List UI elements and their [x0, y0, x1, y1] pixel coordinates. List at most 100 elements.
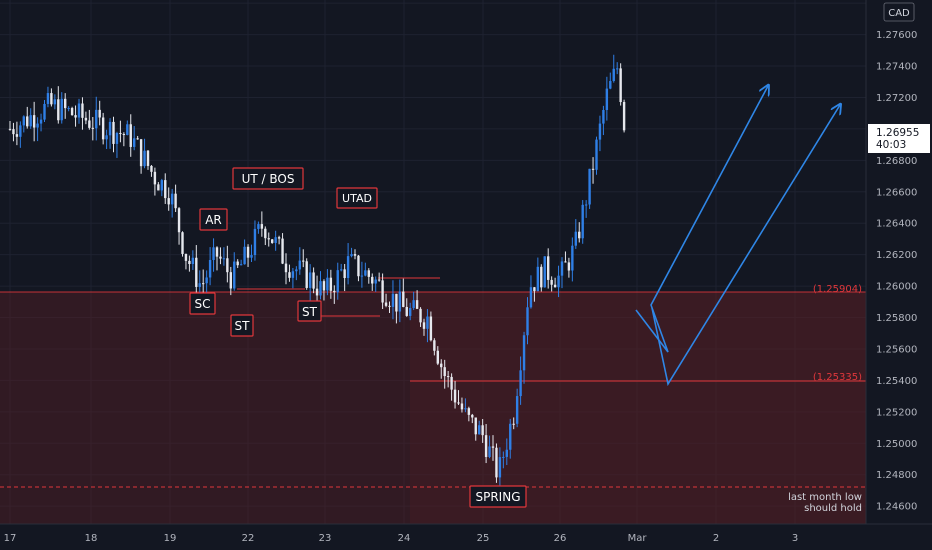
time-tick-label: 19 [164, 533, 177, 544]
candle-body [560, 261, 564, 276]
candle-body [160, 180, 163, 191]
candle-body [115, 133, 119, 144]
svg-text:UT / BOS: UT / BOS [242, 172, 295, 186]
candle-body [215, 247, 219, 257]
candle-body [122, 133, 126, 135]
candle-body [281, 238, 284, 264]
candle-body [260, 224, 264, 229]
candle-body [74, 115, 77, 118]
candle-body [119, 133, 122, 135]
candle-body [605, 88, 609, 111]
candle-body [177, 208, 181, 233]
candle-body [522, 335, 526, 371]
time-axis-panel[interactable] [0, 524, 866, 550]
time-tick-label: 23 [319, 533, 332, 544]
candle-body [153, 171, 157, 185]
candle-body [129, 124, 132, 147]
candle-body [64, 98, 67, 109]
candle-body [505, 449, 508, 457]
candle-body [302, 260, 305, 262]
candle-body [591, 168, 595, 170]
time-tick-label: 18 [85, 533, 98, 544]
candle-body [360, 275, 364, 277]
candle-body [619, 68, 622, 103]
level-label-1: (1.25904) [813, 284, 862, 295]
candle-body [157, 184, 160, 191]
candle-body [419, 308, 422, 323]
candle-body [219, 256, 222, 259]
time-tick-label: 26 [554, 533, 567, 544]
candle-body [188, 260, 191, 265]
time-tick-label: 22 [242, 533, 255, 544]
candle-body [322, 281, 326, 291]
candle-body [429, 316, 433, 341]
note-line-1: last month low [788, 492, 862, 503]
candle-body [353, 254, 357, 256]
candle-body [529, 287, 533, 308]
candle-body [15, 134, 19, 137]
time-tick-label: 25 [477, 533, 490, 544]
price-tick-label: 1.24600 [876, 502, 917, 513]
price-tick-label: 1.27600 [876, 30, 917, 41]
time-tick-label: 2 [713, 533, 719, 544]
candle-body [398, 291, 402, 312]
candle-body [253, 228, 257, 256]
candle-body [12, 129, 15, 135]
candle-body [584, 204, 588, 206]
candle-body [571, 245, 574, 271]
candle-body [170, 193, 174, 205]
candle-body [467, 408, 471, 415]
svg-text:UTAD: UTAD [342, 192, 372, 205]
candle-body [460, 403, 464, 410]
candle-body [395, 293, 398, 312]
candle-body [312, 272, 315, 289]
candle-body [112, 121, 115, 144]
candle-body [133, 138, 136, 147]
candle-body [202, 283, 205, 285]
candle-body [126, 124, 129, 135]
svg-text:SC: SC [195, 297, 211, 311]
candle-body [371, 276, 374, 284]
candle-body [422, 322, 426, 329]
candle-body [426, 316, 429, 329]
candle-body [581, 204, 584, 239]
candle-body [340, 269, 343, 271]
note-line-2: should hold [804, 503, 862, 514]
candle-body [364, 270, 367, 276]
price-tick-label: 1.25600 [876, 344, 917, 355]
time-tick-label: Mar [628, 533, 648, 544]
candle-body [95, 109, 98, 129]
candle-body [32, 115, 36, 128]
demand-zone-extension [410, 292, 866, 524]
candle-body [239, 264, 243, 266]
price-tick-label: 1.26400 [876, 219, 917, 230]
candle-body [274, 237, 277, 243]
candle-body [226, 258, 229, 273]
candle-body [181, 232, 184, 254]
price-axis-panel[interactable] [866, 0, 932, 550]
projection-arrow-1[interactable] [635, 86, 768, 353]
candle-body [405, 306, 408, 316]
candle-body [81, 103, 84, 118]
label-st-2: ST [297, 300, 322, 322]
price-axis-labels: 1.276001.274001.272001.270001.268001.266… [876, 30, 917, 513]
candle-body [229, 272, 232, 289]
candle-body [612, 68, 615, 82]
candle-body [547, 256, 550, 280]
candle-body [609, 81, 612, 89]
candle-body [446, 376, 450, 378]
candle-body [484, 435, 488, 457]
candle-body [519, 370, 522, 397]
svg-text:ST: ST [235, 319, 251, 333]
candle-body [588, 168, 591, 205]
candle-body [267, 238, 270, 240]
projection-arrow-2[interactable] [651, 105, 840, 387]
candle-body [391, 293, 395, 307]
candle-body [84, 117, 88, 121]
candle-body [367, 270, 370, 277]
candle-body [77, 103, 81, 118]
candle-body [295, 269, 298, 272]
time-axis-labels: 17 18 19 22 23 24 25 26 Mar 2 3 [4, 533, 799, 544]
